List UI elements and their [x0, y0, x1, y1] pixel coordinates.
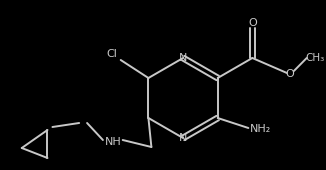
Text: NH: NH: [104, 137, 121, 147]
Text: N: N: [179, 53, 187, 63]
Text: Cl: Cl: [106, 49, 117, 59]
Text: O: O: [248, 18, 257, 28]
Text: CH₃: CH₃: [305, 53, 324, 63]
Text: NH₂: NH₂: [250, 124, 271, 134]
Text: N: N: [179, 133, 187, 143]
Text: O: O: [286, 69, 294, 79]
